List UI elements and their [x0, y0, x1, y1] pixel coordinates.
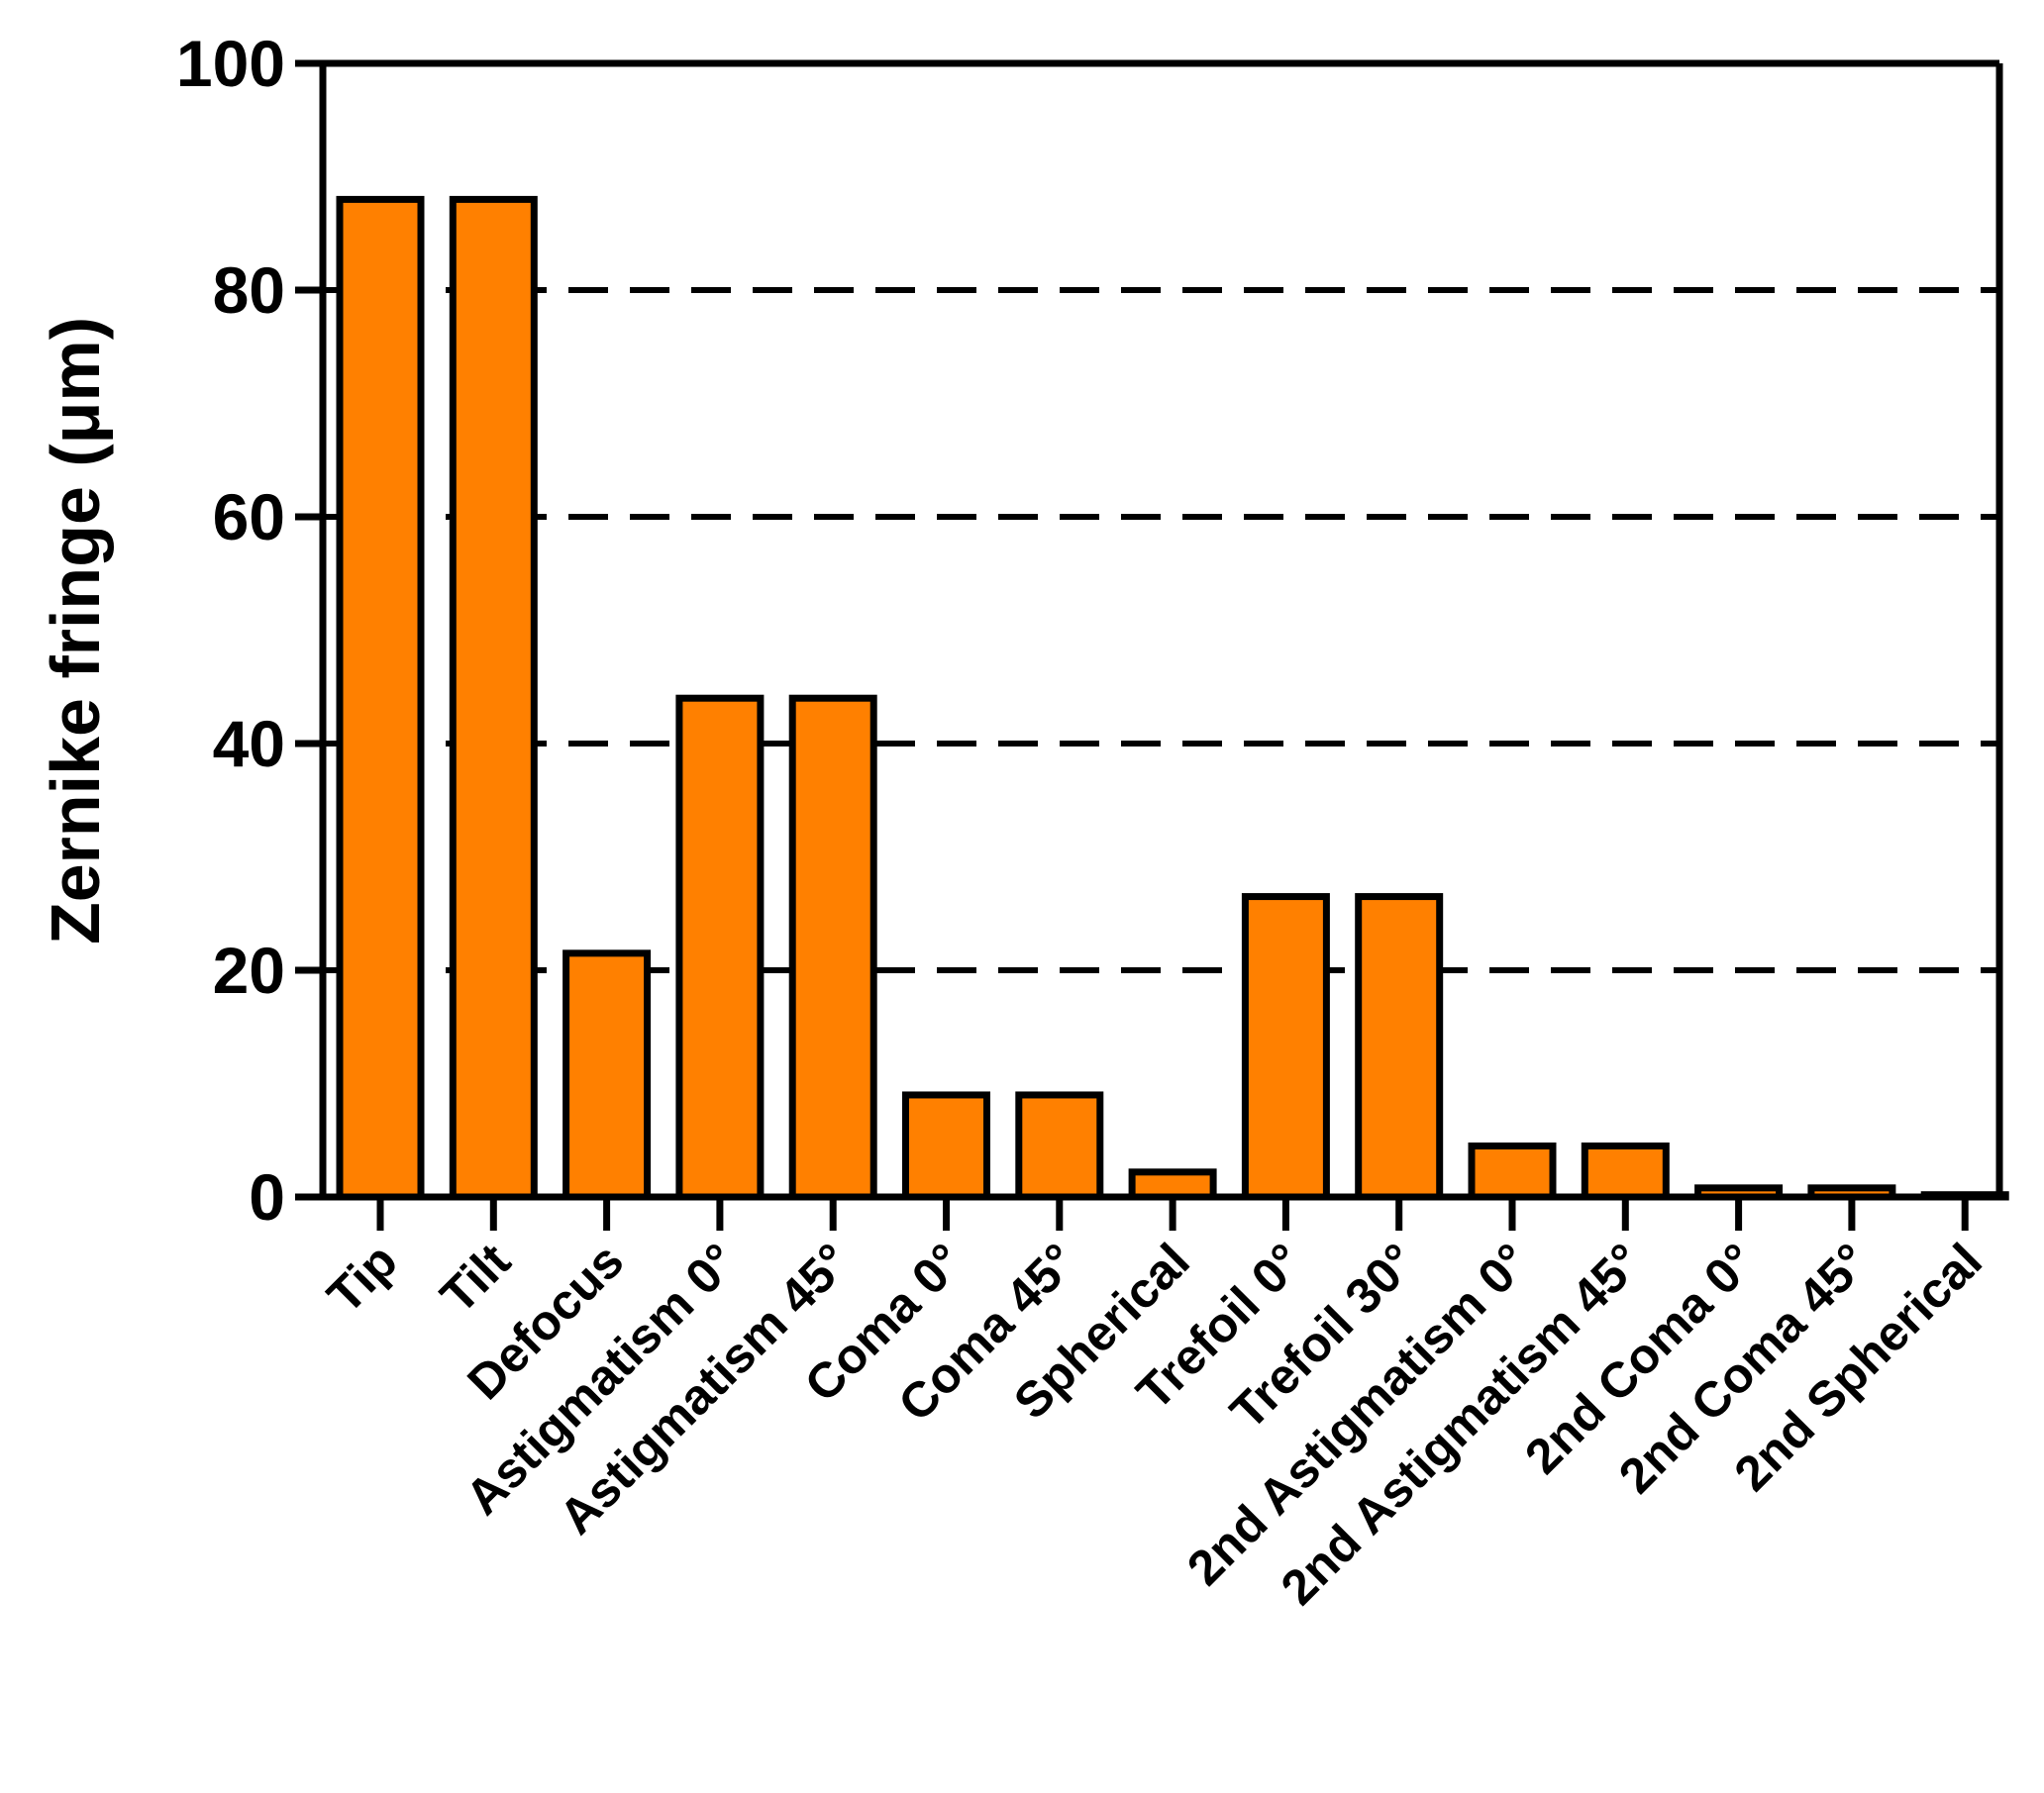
y-axis-title: Zernike fringe (μm) — [37, 317, 114, 945]
bar — [1355, 893, 1444, 1201]
bar — [449, 195, 538, 1201]
y-tick-label: 20 — [213, 934, 285, 1007]
y-tick-label: 60 — [213, 480, 285, 553]
bar — [1581, 1142, 1670, 1201]
y-tick-label: 40 — [213, 707, 285, 780]
bar — [788, 694, 877, 1201]
bars — [336, 195, 2009, 1201]
bar — [1128, 1168, 1217, 1201]
gridlines — [323, 287, 1999, 973]
bar — [1468, 1142, 1557, 1201]
bar — [1015, 1091, 1104, 1201]
y-tick-label: 80 — [213, 253, 285, 327]
y-tick-label: 100 — [176, 27, 285, 100]
x-tick-label: Tilt — [430, 1233, 521, 1324]
y-tick-label: 0 — [249, 1160, 285, 1234]
bar — [902, 1091, 990, 1201]
bar — [1241, 893, 1330, 1201]
bar — [562, 949, 652, 1201]
bar — [675, 694, 765, 1201]
axes — [295, 59, 2003, 1231]
x-tick-label: Tip — [317, 1233, 408, 1324]
bar — [336, 195, 425, 1201]
